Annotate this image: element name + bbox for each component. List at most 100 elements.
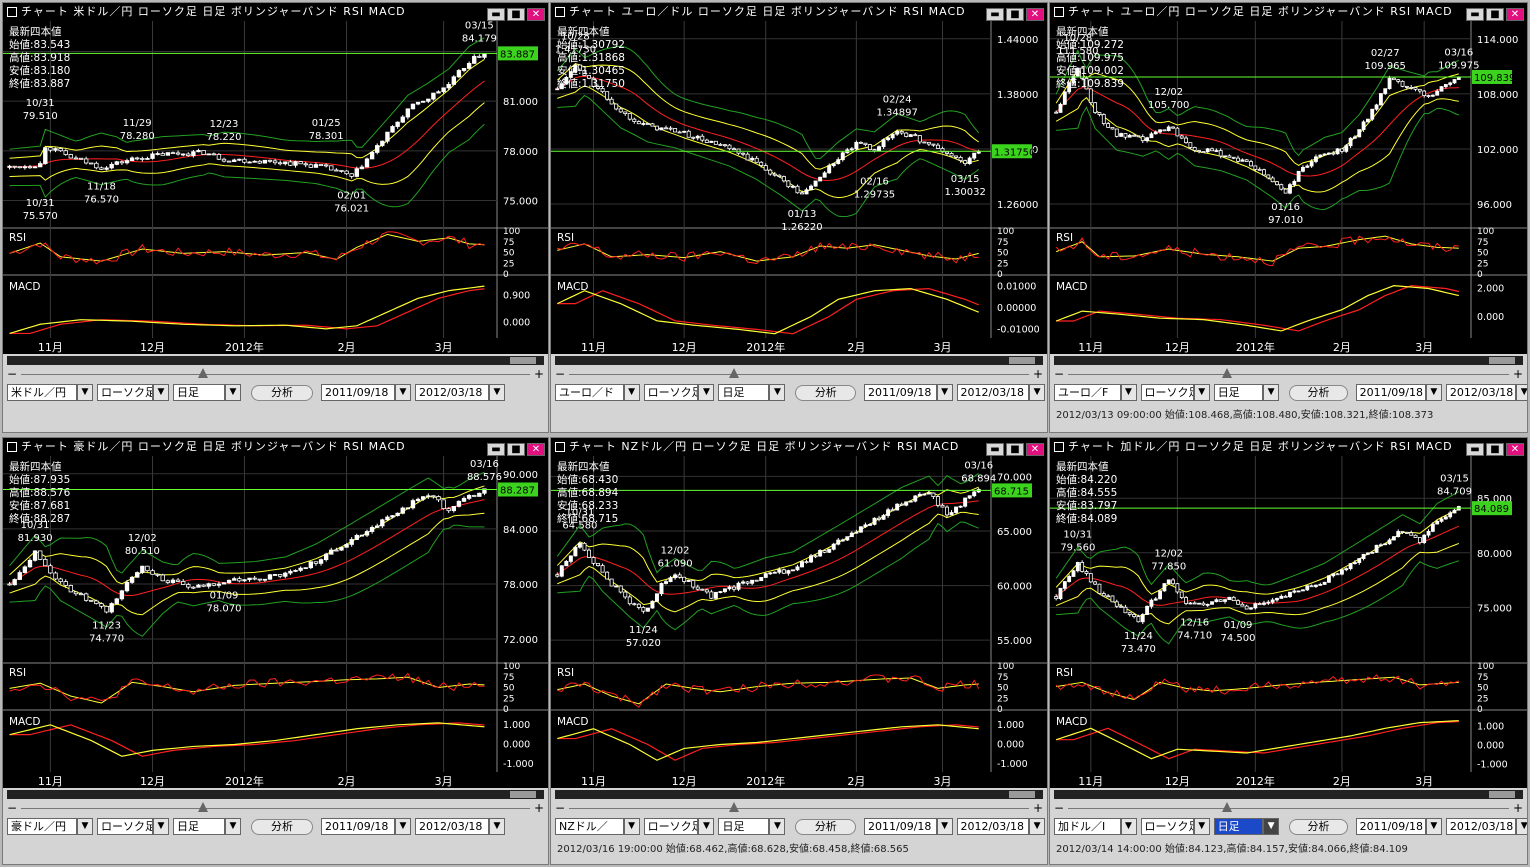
maximize-icon[interactable]: ■ bbox=[1486, 8, 1504, 21]
analyze-button[interactable]: 分析 bbox=[1289, 385, 1348, 401]
slider-knob-icon[interactable] bbox=[198, 368, 209, 378]
chart-area[interactable]: 11月 12月 2012年 2月 3月 114.000 108.000 102.000 96.0… bbox=[1050, 21, 1527, 354]
date-from-select[interactable]: 2011/09/18 bbox=[864, 384, 937, 401]
close-icon[interactable]: ✕ bbox=[1506, 8, 1524, 21]
horizontal-scrollbar[interactable] bbox=[555, 790, 1043, 799]
chevron-down-icon[interactable]: ▼ bbox=[1193, 818, 1210, 835]
slider-knob-icon[interactable] bbox=[198, 802, 209, 812]
slider-track[interactable] bbox=[21, 808, 530, 809]
chevron-down-icon[interactable]: ▼ bbox=[1029, 384, 1046, 401]
chevron-down-icon[interactable]: ▼ bbox=[77, 384, 93, 401]
chart-type-select[interactable]: ローソク足 bbox=[1140, 384, 1194, 401]
horizontal-scrollbar[interactable] bbox=[7, 356, 544, 365]
scrollbar-thumb[interactable] bbox=[510, 791, 536, 798]
slider-track[interactable] bbox=[569, 374, 1029, 375]
analyze-button[interactable]: 分析 bbox=[795, 819, 857, 835]
close-icon[interactable]: ✕ bbox=[1026, 8, 1044, 21]
analyze-button[interactable]: 分析 bbox=[251, 385, 313, 401]
zoom-in-icon[interactable]: + bbox=[533, 367, 544, 381]
period-select[interactable]: 日足 bbox=[1213, 384, 1264, 401]
date-from-select[interactable]: 2011/09/18 bbox=[321, 384, 395, 401]
chevron-down-icon[interactable]: ▼ bbox=[1516, 384, 1527, 401]
chart-area[interactable]: 11月 12月 2012年 2月 3月 90.000 84.000 78.000 72.000 8… bbox=[3, 456, 548, 788]
chevron-down-icon[interactable]: ▼ bbox=[769, 384, 786, 401]
chevron-down-icon[interactable]: ▼ bbox=[153, 384, 169, 401]
chart-type-select[interactable]: ローソク足 bbox=[643, 818, 699, 835]
slider-track[interactable] bbox=[21, 374, 530, 375]
zoom-slider[interactable]: − + bbox=[555, 368, 1043, 380]
maximize-icon[interactable]: ■ bbox=[507, 8, 525, 21]
close-icon[interactable]: ✕ bbox=[527, 8, 545, 21]
title-bar[interactable]: チャート ユーロ／円 ローソク足 日足 ボリンジャーバンド RSI MACD ▬ ■… bbox=[1050, 3, 1527, 21]
minimize-icon[interactable]: ▬ bbox=[1466, 443, 1484, 456]
zoom-slider[interactable]: − + bbox=[7, 802, 544, 814]
date-to-select[interactable]: 2012/03/18 bbox=[956, 818, 1030, 835]
date-to-select[interactable]: 2012/03/18 bbox=[1445, 384, 1517, 401]
chevron-down-icon[interactable]: ▼ bbox=[1425, 384, 1442, 401]
title-bar[interactable]: チャート 加ドル／円 ローソク足 日足 ボリンジャーバンド RSI MACD ▬ ■… bbox=[1050, 438, 1527, 456]
date-to-select[interactable]: 2012/03/18 bbox=[415, 384, 489, 401]
close-icon[interactable]: ✕ bbox=[1026, 443, 1044, 456]
currency-pair-select[interactable]: 加ドル／I bbox=[1054, 818, 1121, 835]
minimize-icon[interactable]: ▬ bbox=[1466, 8, 1484, 21]
period-select[interactable]: 日足 bbox=[718, 818, 770, 835]
period-select[interactable]: 日足 bbox=[718, 384, 770, 401]
zoom-in-icon[interactable]: + bbox=[1512, 367, 1523, 381]
maximize-icon[interactable]: ■ bbox=[1006, 8, 1024, 21]
chevron-down-icon[interactable]: ▼ bbox=[153, 818, 169, 835]
chevron-down-icon[interactable]: ▼ bbox=[489, 818, 505, 835]
slider-knob-icon[interactable] bbox=[1221, 368, 1232, 378]
chevron-down-icon[interactable]: ▼ bbox=[1263, 384, 1280, 401]
chevron-down-icon[interactable]: ▼ bbox=[395, 818, 411, 835]
horizontal-scrollbar[interactable] bbox=[7, 790, 544, 799]
zoom-slider[interactable]: − + bbox=[1054, 802, 1523, 814]
slider-track[interactable] bbox=[1068, 808, 1509, 809]
chevron-down-icon[interactable]: ▼ bbox=[1120, 818, 1137, 835]
slider-knob-icon[interactable] bbox=[729, 368, 740, 378]
chevron-down-icon[interactable]: ▼ bbox=[1120, 384, 1137, 401]
title-bar[interactable]: チャート 豪ドル／円 ローソク足 日足 ボリンジャーバンド RSI MACD ▬ ■… bbox=[3, 438, 548, 456]
title-bar[interactable]: チャート 米ドル／円 ローソク足 日足 ボリンジャーバンド RSI MACD ▬ ■… bbox=[3, 3, 548, 21]
date-from-select[interactable]: 2011/09/18 bbox=[864, 818, 937, 835]
slider-knob-icon[interactable] bbox=[1221, 802, 1232, 812]
scrollbar-thumb[interactable] bbox=[1489, 791, 1515, 798]
date-to-select[interactable]: 2012/03/18 bbox=[1445, 818, 1517, 835]
chevron-down-icon[interactable]: ▼ bbox=[1425, 818, 1442, 835]
analyze-button[interactable]: 分析 bbox=[251, 819, 313, 835]
chevron-down-icon[interactable]: ▼ bbox=[1263, 818, 1280, 835]
zoom-in-icon[interactable]: + bbox=[1032, 367, 1043, 381]
zoom-out-icon[interactable]: − bbox=[555, 801, 566, 815]
zoom-in-icon[interactable]: + bbox=[533, 801, 544, 815]
chevron-down-icon[interactable]: ▼ bbox=[698, 384, 715, 401]
close-icon[interactable]: ✕ bbox=[527, 443, 545, 456]
close-icon[interactable]: ✕ bbox=[1506, 443, 1524, 456]
period-select[interactable]: 日足 bbox=[1213, 818, 1264, 835]
minimize-icon[interactable]: ▬ bbox=[986, 8, 1004, 21]
slider-track[interactable] bbox=[569, 808, 1029, 809]
slider-knob-icon[interactable] bbox=[729, 802, 740, 812]
currency-pair-select[interactable]: 豪ドル／円 bbox=[7, 818, 77, 835]
chevron-down-icon[interactable]: ▼ bbox=[77, 818, 93, 835]
period-select[interactable]: 日足 bbox=[173, 384, 225, 401]
date-to-select[interactable]: 2012/03/18 bbox=[415, 818, 489, 835]
chevron-down-icon[interactable]: ▼ bbox=[489, 384, 505, 401]
date-from-select[interactable]: 2011/09/18 bbox=[1355, 818, 1426, 835]
zoom-out-icon[interactable]: − bbox=[555, 367, 566, 381]
scrollbar-thumb[interactable] bbox=[510, 357, 536, 364]
scrollbar-thumb[interactable] bbox=[1489, 357, 1515, 364]
chart-type-select[interactable]: ローソク足 bbox=[1140, 818, 1194, 835]
chevron-down-icon[interactable]: ▼ bbox=[1029, 818, 1046, 835]
chevron-down-icon[interactable]: ▼ bbox=[225, 384, 241, 401]
chart-area[interactable]: 11月 12月 2012年 2月 3月 85.000 80.000 75.000 84.089 最… bbox=[1050, 456, 1527, 788]
chevron-down-icon[interactable]: ▼ bbox=[623, 818, 640, 835]
window-menu-icon[interactable] bbox=[1054, 442, 1064, 452]
date-from-select[interactable]: 2011/09/18 bbox=[1355, 384, 1426, 401]
scrollbar-thumb[interactable] bbox=[1009, 791, 1035, 798]
analyze-button[interactable]: 分析 bbox=[795, 385, 857, 401]
maximize-icon[interactable]: ■ bbox=[1006, 443, 1024, 456]
zoom-in-icon[interactable]: + bbox=[1512, 801, 1523, 815]
chart-area[interactable]: 11月 12月 2012年 2月 3月 70.000 65.000 60.000 55.000 6… bbox=[551, 456, 1047, 788]
chevron-down-icon[interactable]: ▼ bbox=[936, 818, 953, 835]
chevron-down-icon[interactable]: ▼ bbox=[1516, 818, 1527, 835]
analyze-button[interactable]: 分析 bbox=[1289, 819, 1348, 835]
